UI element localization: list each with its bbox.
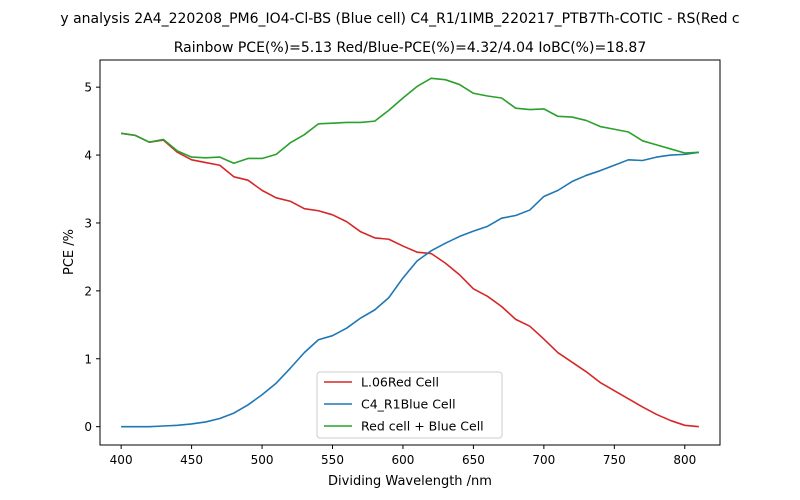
y-tick-label: 2	[84, 284, 92, 298]
series-line-3	[121, 77, 699, 165]
x-tick-label: 750	[603, 453, 626, 467]
x-tick-label: 650	[462, 453, 485, 467]
x-tick-label: 600	[392, 453, 415, 467]
chart-subtitle: Rainbow PCE(%)=5.13 Red/Blue-PCE(%)=4.32…	[174, 40, 647, 56]
legend-box	[316, 371, 503, 439]
x-tick-label: 800	[673, 453, 696, 467]
x-tick-label: 550	[321, 453, 344, 467]
series-layer	[121, 77, 699, 428]
series-line-1	[121, 132, 699, 428]
legend-label-2: C4_R1Blue Cell	[361, 397, 456, 412]
legend: L.06Red Cell C4_R1Blue Cell Red cell + Blu…	[316, 371, 503, 439]
y-tick-label: 0	[84, 420, 92, 434]
y-tick-label: 4	[84, 149, 92, 163]
y-axis-label: PCE /%	[62, 229, 77, 275]
y-axis: 0 1 2 3 4 5	[84, 81, 100, 434]
x-tick-label: 500	[251, 453, 274, 467]
series-line-2	[121, 151, 699, 428]
plot-frame	[99, 59, 721, 446]
y-tick-label: 5	[84, 81, 92, 95]
y-tick-label: 3	[84, 216, 92, 230]
x-tick-label: 700	[532, 453, 555, 467]
x-tick-label: 450	[180, 453, 203, 467]
y-tick-label: 1	[84, 352, 92, 366]
x-tick-label: 400	[110, 453, 133, 467]
chart-title: y analysis 2A4_220208_PM6_IO4-Cl-BS (Blu…	[60, 11, 739, 27]
x-axis: 400 450 500 550 600 650 700 750 800	[110, 445, 696, 467]
x-axis-label: Dividing Wavelength /nm	[328, 474, 492, 489]
legend-label-1: L.06Red Cell	[361, 375, 439, 390]
legend-label-3: Red cell + Blue Cell	[361, 419, 484, 434]
